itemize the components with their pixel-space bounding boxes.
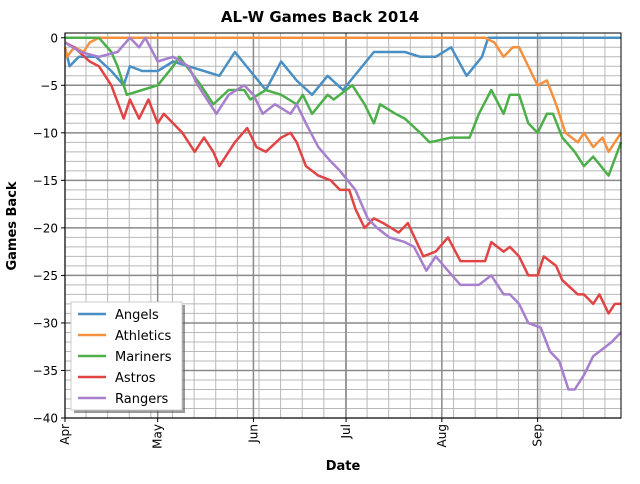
legend-label: Mariners [115,350,172,365]
y-tick-label: −30 [33,316,58,330]
y-tick-label: −25 [33,269,58,283]
x-tick-label: Jun [246,424,260,444]
series-line-rangers [64,36,622,391]
x-tick-label: Jul [339,424,353,439]
y-axis-label: Games Back [5,181,20,270]
y-tick-label: 0 [50,31,58,45]
chart-title: AL-W Games Back 2014 [221,8,419,26]
x-tick-label: Apr [58,424,72,445]
legend-label: Angels [115,308,159,323]
y-tick-label: −20 [33,221,58,235]
y-axis-ticks: 0 −5 −10 −15 −20 −25 −30 −35 −40 [33,31,65,426]
legend-label: Rangers [115,392,169,407]
series-lines [63,36,623,391]
y-tick-label: −40 [33,412,58,426]
y-tick-label: −35 [33,364,58,378]
x-tick-label: Aug [435,424,449,447]
legend-label: Athletics [115,329,171,344]
plot-frame [64,32,622,419]
y-tick-label: −5 [40,79,58,93]
legend: Angels Athletics Mariners Astros Rangers [70,301,185,413]
series-line-angels [63,36,621,97]
legend-label: Astros [115,371,156,386]
x-tick-label: May [151,424,165,449]
y-tick-label: −10 [33,126,58,140]
x-axis-label: Date [326,459,361,474]
series-line-mariners [65,36,623,177]
x-tick-label: Sep [531,424,545,447]
series-line-athletics [63,36,623,154]
x-axis-ticks: Apr May Jun Jul Aug Sep [58,418,545,449]
y-tick-label: −15 [33,174,58,188]
series-line-astros [64,41,621,315]
